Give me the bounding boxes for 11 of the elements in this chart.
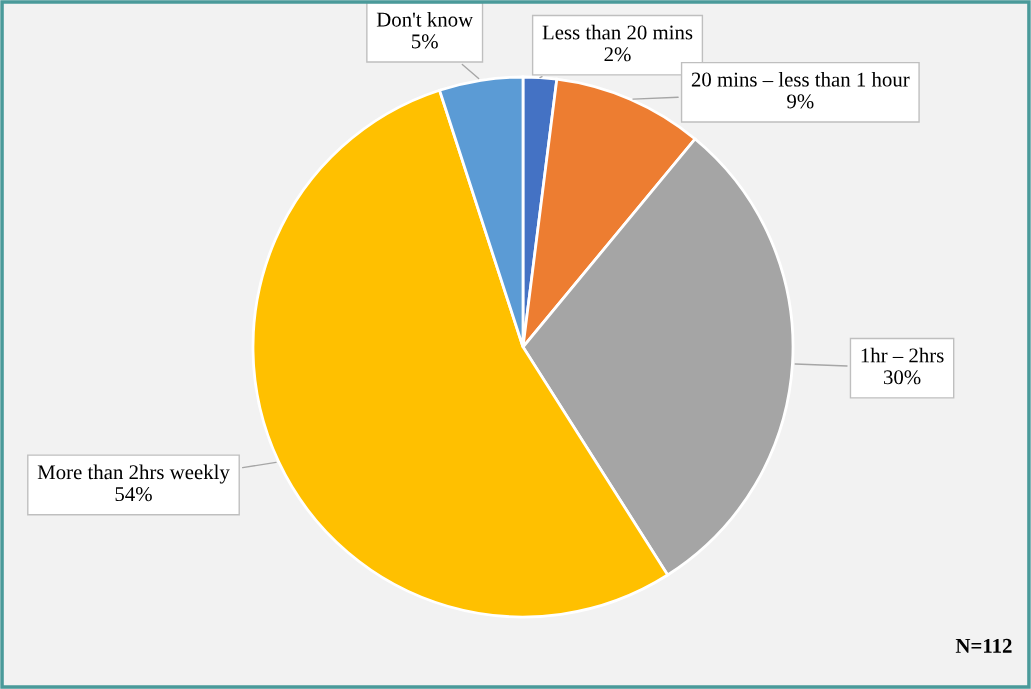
slice-label: Don't know [376,11,474,27]
data-label: 54% [115,487,152,502]
slice-label: More than 2hrs weekly [37,464,230,484]
data-label: 5% [412,34,438,49]
slice-label: 1hr – 2hrs [861,347,944,363]
slice-label: Less than 20 mins [542,24,693,40]
data-label: 2% [604,47,631,62]
slice-label: 20 mins – less than 1 hour [691,71,910,87]
data-label: 9% [787,94,814,109]
data-label: 30% [883,370,921,385]
text: N=112 [955,638,1012,653]
